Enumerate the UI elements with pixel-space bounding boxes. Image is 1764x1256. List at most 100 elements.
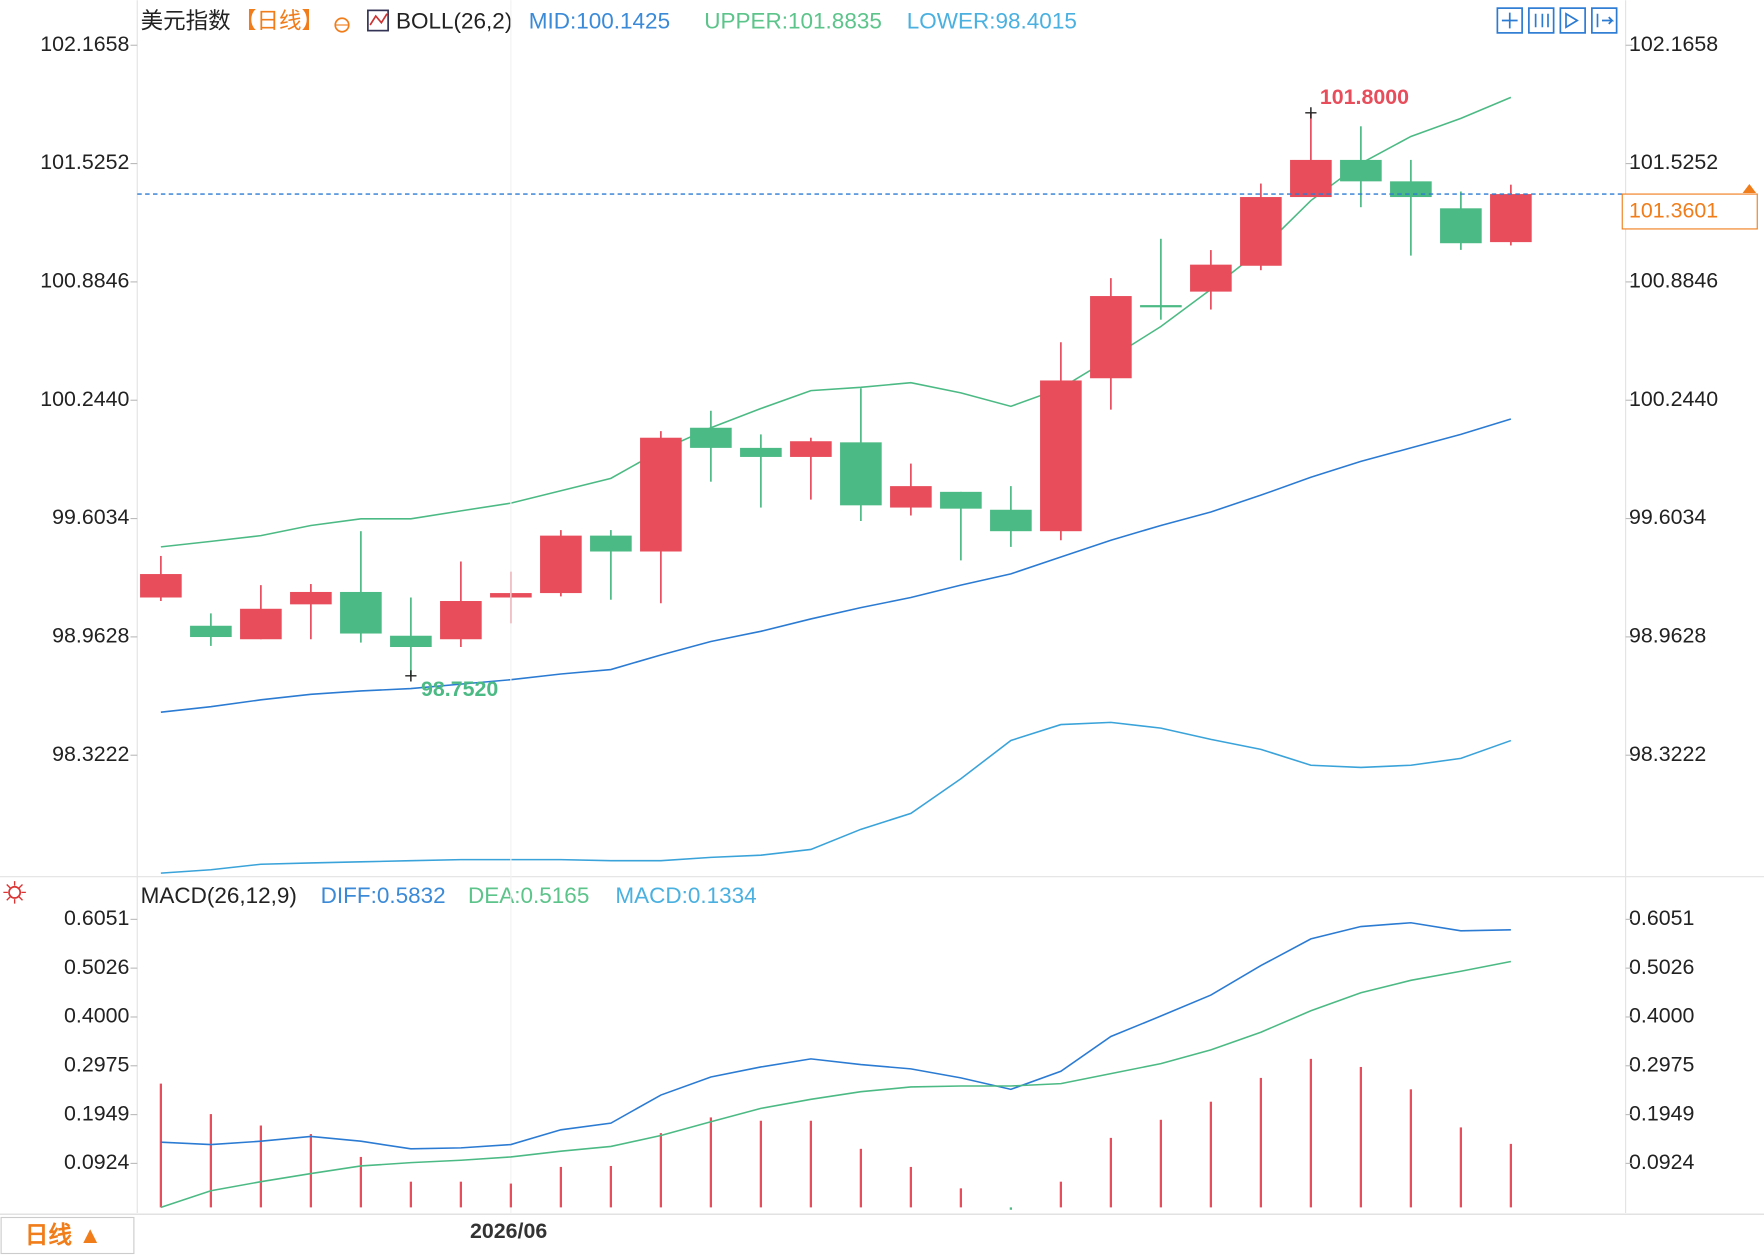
legend-entry: MID:100.1425 — [529, 9, 670, 34]
candle-body — [440, 601, 482, 640]
candle-body — [840, 442, 882, 506]
candle-body — [240, 608, 282, 640]
y-tick-label: 98.9628 — [52, 624, 129, 648]
candle-body — [1340, 159, 1382, 182]
low-annotation: 98.7520 — [421, 677, 498, 701]
candle-body — [1290, 159, 1332, 198]
panel-icon-rays — [3, 881, 26, 904]
legend-entry: DEA:0.5165 — [468, 883, 589, 908]
tool-icon[interactable] — [1528, 7, 1555, 34]
candle-body — [890, 486, 932, 508]
y-tick-label: 0.2975 — [64, 1052, 129, 1076]
indicator-label: BOLL(26,2) — [396, 9, 512, 34]
macd-bar — [1259, 1077, 1262, 1208]
period-button-label: 日线 ▲ — [25, 1222, 102, 1249]
tool-icon[interactable] — [1496, 7, 1523, 34]
high-annotation: 101.8000 — [1320, 85, 1409, 109]
chart-title: 美元指数 — [141, 9, 231, 34]
candle-body — [790, 441, 832, 457]
y-tick-label: 101.5252 — [40, 150, 129, 174]
macd-bar — [359, 1156, 362, 1208]
macd-bar — [859, 1148, 862, 1208]
macd-bar — [1509, 1143, 1512, 1208]
panel-icon[interactable] — [8, 885, 22, 899]
candle-body — [640, 437, 682, 552]
macd-bar — [559, 1166, 562, 1208]
series-line — [160, 418, 1512, 713]
macd-bar — [659, 1133, 662, 1208]
candle-body — [540, 535, 582, 594]
y-tick-label-right: 0.5026 — [1629, 955, 1694, 979]
legend-entry: UPPER:101.8835 — [704, 9, 882, 34]
macd-bar — [209, 1114, 212, 1208]
tool-icon[interactable] — [1591, 7, 1618, 34]
series-line — [160, 96, 1512, 548]
candle-body — [1040, 380, 1082, 532]
macd-bar — [609, 1165, 612, 1208]
macd-bar — [259, 1125, 262, 1208]
period-button[interactable] — [0, 1216, 135, 1255]
macd-bar — [709, 1117, 712, 1208]
candle-body — [290, 591, 332, 605]
candle-body — [140, 574, 182, 598]
macd-bar — [1459, 1127, 1462, 1208]
candle-body — [690, 427, 732, 448]
legend-entry: LOWER:98.4015 — [907, 9, 1077, 34]
y-tick-label: 0.0924 — [64, 1150, 129, 1174]
y-tick-label: 102.1658 — [40, 32, 129, 56]
y-tick-label-right: 0.2975 — [1629, 1052, 1694, 1076]
y-tick-label-right: 0.6051 — [1629, 906, 1694, 930]
macd-bar — [1209, 1101, 1212, 1208]
candle-body — [1240, 197, 1282, 266]
macd-title: MACD(26,12,9) — [141, 883, 297, 908]
y-tick-label: 100.8846 — [40, 269, 129, 293]
macd-bar — [509, 1183, 512, 1208]
candle-body — [1190, 264, 1232, 292]
y-tick-label: 0.6051 — [64, 906, 129, 930]
tool-icon[interactable] — [1559, 7, 1586, 34]
macd-bar — [159, 1083, 162, 1208]
last-price-arrow — [1742, 183, 1757, 193]
y-tick-label-right: 98.9628 — [1629, 624, 1706, 648]
extreme-marker — [405, 670, 417, 682]
y-tick-label: 0.5026 — [64, 955, 129, 979]
y-tick-label-right: 0.4000 — [1629, 1004, 1694, 1028]
y-tick-label: 0.1949 — [64, 1101, 129, 1125]
y-tick-label-right: 102.1658 — [1629, 32, 1718, 56]
x-tick-label: 2026/06 — [470, 1219, 547, 1243]
candle-body — [190, 625, 232, 638]
candle-body — [1440, 208, 1482, 244]
toolbar — [1496, 7, 1618, 34]
macd-bar — [1309, 1058, 1312, 1208]
macd-bar — [309, 1134, 312, 1208]
y-tick-label-right: 98.3222 — [1629, 742, 1706, 766]
indicator-icon[interactable] — [367, 9, 389, 32]
macd-bar — [959, 1188, 962, 1208]
candle-body — [1140, 305, 1182, 308]
series-line — [160, 921, 1511, 1150]
last-price-box — [1621, 193, 1758, 230]
candle-body — [340, 591, 382, 634]
macd-bar — [1109, 1137, 1112, 1208]
candle-body — [1090, 296, 1132, 379]
y-tick-label: 100.2440 — [40, 387, 129, 411]
macd-bar — [409, 1181, 412, 1208]
y-tick-label-right: 100.8846 — [1629, 269, 1718, 293]
macd-bar — [809, 1120, 812, 1208]
legend-entry: DIFF:0.5832 — [321, 883, 446, 908]
y-tick-label-right: 0.0924 — [1629, 1150, 1694, 1174]
candle-body — [940, 491, 982, 509]
y-tick-label: 0.4000 — [64, 1004, 129, 1028]
y-tick-label: 98.3222 — [52, 742, 129, 766]
series-line — [160, 960, 1512, 1209]
y-tick-label-right: 99.6034 — [1629, 505, 1706, 529]
y-tick-label: 99.6034 — [52, 505, 129, 529]
macd-bar — [1409, 1089, 1412, 1208]
last-price-label: 101.3601 — [1629, 199, 1718, 223]
period-label[interactable]: 【日线】 — [234, 9, 324, 34]
extreme-marker — [1305, 107, 1317, 119]
macd-bar — [1359, 1066, 1362, 1208]
macd-bar — [1009, 1207, 1012, 1210]
macd-bar — [1159, 1119, 1162, 1208]
